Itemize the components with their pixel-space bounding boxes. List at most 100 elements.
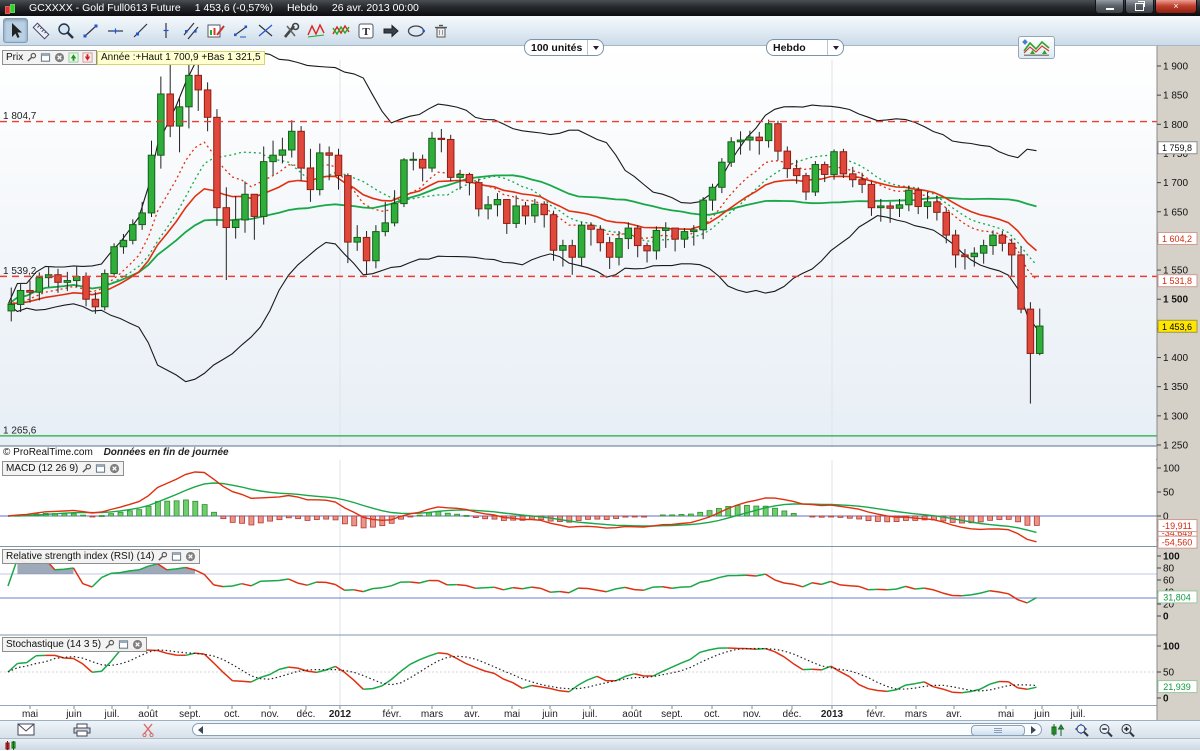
new-window-icon[interactable] [40, 52, 51, 63]
svg-text:50: 50 [1163, 488, 1175, 499]
drawing-toolbar: T 100 unités Hebdo [0, 16, 1200, 59]
svg-text:1 900: 1 900 [1163, 62, 1188, 73]
close-button[interactable]: × [1155, 0, 1197, 14]
timeline-scrollbar-track[interactable] [192, 723, 1042, 736]
email-button[interactable] [16, 723, 36, 737]
tool-horizontal-line-button[interactable] [103, 18, 128, 43]
app-candlestick-icon [4, 3, 15, 14]
tool-cursor-button[interactable] [3, 18, 28, 43]
pan-zoom-button[interactable] [1072, 723, 1092, 737]
data-mode-text: Données en fin de journée [103, 447, 229, 458]
arrow-up-icon[interactable] [68, 52, 79, 63]
settings-wrench-icon[interactable] [81, 463, 92, 474]
price-panel-label: Prix [6, 52, 24, 63]
chart-canvas[interactable]: 1 804,7 1 539,2 1 265,6 mai juin juil. août sep… [0, 46, 1200, 720]
svg-text:50: 50 [1163, 668, 1175, 679]
title-bar: GCXXXX - Gold Full0613 Future 1 453,6 (-… [0, 0, 1200, 16]
svg-text:T: T [362, 26, 370, 38]
tool-text-button[interactable]: T [353, 18, 378, 43]
tool-candle-pattern-button[interactable] [328, 18, 353, 43]
tool-ellipse-button[interactable] [403, 18, 428, 43]
pattern-detection-button[interactable] [1048, 723, 1068, 737]
close-icon: × [1173, 1, 1179, 11]
zoom-icon [57, 22, 74, 39]
arrow-down-icon[interactable] [82, 52, 93, 63]
period-caret-box [827, 40, 843, 55]
settings-wrench-icon[interactable] [104, 639, 115, 650]
year-range-tooltip: Année :+Haut 1 700,9 +Bas 1 321,5 [97, 51, 265, 65]
minimize-button[interactable] [1095, 0, 1124, 14]
svg-text:1 700: 1 700 [1163, 178, 1188, 189]
zoom-in-button[interactable] [1118, 723, 1138, 738]
title-datetime: 26 avr. 2013 00:00 [331, 2, 419, 14]
svg-text:1 531,8: 1 531,8 [1162, 276, 1192, 286]
svg-text:1 300: 1 300 [1163, 411, 1188, 422]
tool-chart-edit-button[interactable] [203, 18, 228, 43]
zigzag-pattern-icon [306, 22, 325, 37]
cursor-icon [11, 22, 22, 38]
tool-segment-button[interactable] [78, 18, 103, 43]
cut-button[interactable] [138, 723, 158, 738]
stoch-panel-header: Stochastique (14 3 5) [2, 637, 148, 652]
tool-drawing-tools-button[interactable] [278, 18, 303, 43]
scroll-left-button[interactable] [194, 725, 207, 734]
timeline-scrollbar-thumb[interactable] [971, 725, 1025, 736]
tool-vertical-line-button[interactable] [153, 18, 178, 43]
settings-wrench-icon[interactable] [157, 551, 168, 562]
svg-text:-19,911: -19,911 [1162, 521, 1192, 531]
chevron-down-icon [832, 45, 839, 50]
tool-ruler-button[interactable] [28, 18, 53, 43]
tool-zoom-button[interactable] [53, 18, 78, 43]
period-select[interactable]: Hebdo [766, 39, 844, 56]
svg-text:1 800: 1 800 [1163, 120, 1188, 131]
new-window-icon[interactable] [118, 639, 129, 650]
print-button[interactable] [72, 723, 92, 737]
close-panel-icon[interactable] [54, 52, 65, 63]
svg-text:1 500: 1 500 [1163, 295, 1188, 306]
svg-text:1 250: 1 250 [1163, 441, 1188, 452]
svg-text:mai: mai [504, 709, 520, 720]
svg-text:1 650: 1 650 [1163, 207, 1188, 218]
svg-text:nov.: nov. [743, 709, 761, 720]
scroll-right-button[interactable] [1027, 725, 1040, 734]
trend-line-icon [133, 23, 147, 37]
indicators-style-button[interactable] [1018, 36, 1055, 59]
title-period: Hebdo [286, 2, 318, 14]
tool-cross-lines-button[interactable] [253, 18, 278, 43]
units-select[interactable]: 100 unités [524, 39, 604, 56]
settings-wrench-icon[interactable] [26, 52, 37, 63]
svg-text:avr.: avr. [464, 709, 480, 720]
tool-trash-button[interactable] [428, 18, 453, 43]
close-panel-icon[interactable] [185, 551, 196, 562]
svg-text:-54,560: -54,560 [1162, 538, 1193, 548]
restore-button[interactable] [1125, 0, 1154, 14]
mini-chart-icon[interactable] [4, 740, 20, 751]
new-window-icon[interactable] [95, 463, 106, 474]
restore-icon [1135, 0, 1145, 11]
period-select-value: Hebdo [773, 41, 806, 54]
horizontal-line-icon [107, 28, 123, 33]
candle-arrow-icon [1051, 724, 1065, 736]
chevron-down-icon [592, 45, 599, 50]
svg-text:juil.: juil. [581, 709, 597, 720]
tool-trend-line-button[interactable] [128, 18, 153, 43]
triangle-right-icon [1031, 725, 1036, 734]
tool-zigzag-pattern-button[interactable] [303, 18, 328, 43]
svg-text:0: 0 [1163, 512, 1169, 523]
svg-text:1 539,2: 1 539,2 [3, 266, 37, 277]
tool-parallel-lines-button[interactable] [178, 18, 203, 43]
svg-text:1 750: 1 750 [1163, 149, 1188, 160]
svg-text:févr.: févr. [383, 709, 402, 720]
horizontal-lines-layer: 1 804,7 1 539,2 1 265,6 [0, 111, 1157, 437]
svg-text:2012: 2012 [329, 709, 352, 720]
tool-retracement-button[interactable] [228, 18, 253, 43]
zoom-out-button[interactable] [1096, 723, 1116, 738]
new-window-icon[interactable] [171, 551, 182, 562]
segment-icon [83, 24, 97, 37]
close-panel-icon[interactable] [132, 639, 143, 650]
tool-arrow-button[interactable] [378, 18, 403, 43]
svg-text:juin: juin [541, 709, 558, 720]
close-panel-icon[interactable] [109, 463, 120, 474]
svg-text:80: 80 [1163, 564, 1175, 575]
